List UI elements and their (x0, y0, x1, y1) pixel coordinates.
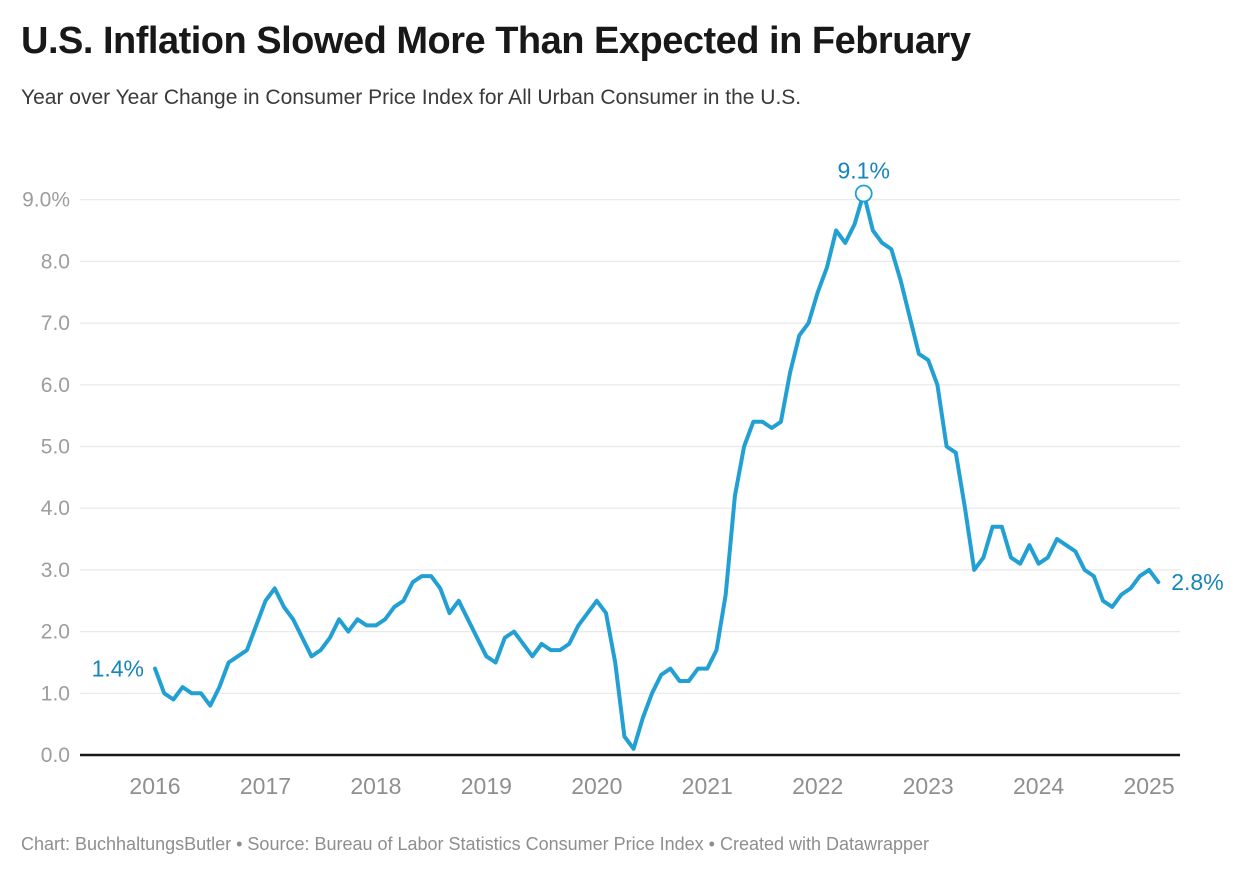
value-annotation: 9.1% (838, 158, 890, 184)
inflation-line (153, 191, 1161, 751)
y-tick-label: 0.0 (41, 744, 70, 767)
x-tick-label: 2019 (461, 773, 512, 799)
x-tick-label: 2016 (129, 773, 180, 799)
y-tick-label: 3.0 (41, 559, 70, 582)
y-tick-label: 7.0 (41, 312, 70, 335)
x-tick-label: 2018 (350, 773, 401, 799)
value-annotation: 1.4% (92, 656, 144, 682)
x-tick-label: 2020 (571, 773, 622, 799)
x-tick-label: 2021 (682, 773, 733, 799)
x-tick-label: 2017 (240, 773, 291, 799)
y-tick-label: 9.0% (22, 189, 70, 212)
value-annotation: 2.8% (1171, 569, 1223, 595)
y-tick-label: 5.0 (41, 436, 70, 459)
peak-marker-circle (854, 184, 873, 203)
x-tick-label: 2024 (1013, 773, 1064, 799)
x-tick-label: 2022 (792, 773, 843, 799)
y-tick-label: 2.0 (41, 621, 70, 644)
y-tick-label: 4.0 (41, 497, 70, 520)
y-tick-label: 1.0 (41, 682, 70, 705)
x-tick-label: 2025 (1123, 773, 1174, 799)
chart-title: U.S. Inflation Slowed More Than Expected… (21, 20, 971, 62)
y-tick-label: 6.0 (41, 374, 70, 397)
chart-subtitle: Year over Year Change in Consumer Price … (21, 86, 802, 109)
y-tick-label: 8.0 (41, 250, 70, 273)
chart-footer: Chart: BuchhaltungsButler • Source: Bure… (21, 834, 930, 854)
x-tick-label: 2023 (903, 773, 954, 799)
